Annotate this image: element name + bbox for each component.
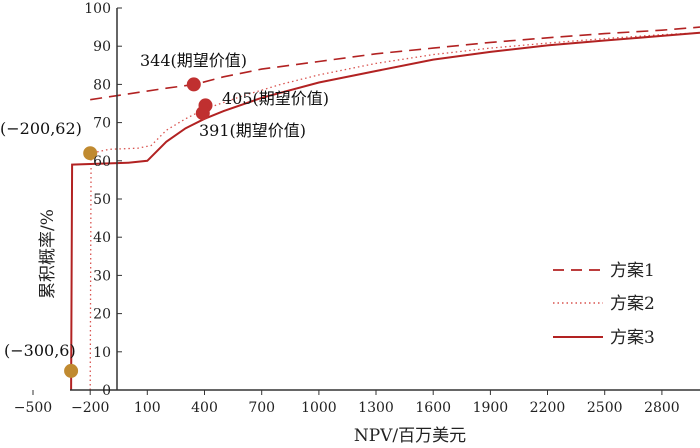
x-tick-label: 2200: [530, 400, 566, 416]
legend-label-series-3: 方案3: [610, 328, 655, 348]
y-tick-label: 20: [93, 307, 111, 323]
y-tick-label: 30: [93, 268, 111, 284]
x-tick-label: 1600: [415, 400, 451, 416]
series-line-3: [70, 31, 700, 391]
y-tick-label: 80: [93, 77, 111, 93]
annotation-layer: 344(期望价值) 405(期望价值) 391(期望价值) (−200,62) …: [0, 51, 329, 360]
marker-point-5: [64, 363, 79, 378]
marker-point-4: [83, 146, 98, 161]
marker-point-3: [195, 106, 210, 121]
y-tick-label: 60: [93, 154, 111, 170]
y-tick-label: 70: [93, 116, 111, 132]
x-tick-label: 2500: [587, 400, 623, 416]
y-tick-label: 100: [84, 1, 111, 17]
y-tick-label: 90: [93, 39, 111, 55]
marker-point-1: [186, 77, 201, 92]
annotation-minus300: (−300,6): [4, 341, 76, 360]
x-tick-label: 1300: [358, 400, 394, 416]
y-tick-label: 40: [93, 230, 111, 246]
x-tick-label: 700: [248, 400, 275, 416]
y-tick-label: 0: [102, 383, 111, 399]
x-tick-label: 2800: [644, 400, 680, 416]
y-tick-label: 10: [93, 345, 111, 361]
series-layer: [70, 26, 700, 391]
y-tick-label: 50: [93, 192, 111, 208]
x-tick-label: 400: [191, 400, 218, 416]
annotation-405: 405(期望价值): [222, 89, 329, 108]
tick-layer: −500 −200 100 400 700 1000 1300 1600 1900 2200 250…: [14, 1, 680, 416]
annotation-344: 344(期望价值): [140, 51, 247, 70]
x-tick-label: 1000: [301, 400, 337, 416]
legend: 方案1 方案2 方案3: [553, 261, 655, 348]
annotation-minus200: (−200,62): [0, 119, 82, 138]
legend-label-series-1: 方案1: [610, 261, 655, 281]
x-tick-label: 100: [134, 400, 161, 416]
x-tick-label: 1900: [473, 400, 509, 416]
x-tick-label: −200: [71, 400, 109, 416]
x-axis-label: NPV/百万美元: [354, 426, 466, 446]
series-line-1: [90, 26, 700, 101]
series-line-2: [89, 32, 700, 391]
marker-layer: [64, 77, 213, 378]
y-axis-label: 累积概率/%: [38, 209, 58, 299]
legend-label-series-2: 方案2: [610, 294, 655, 314]
x-tick-label: −500: [14, 400, 52, 416]
annotation-391: 391(期望价值): [199, 121, 306, 140]
